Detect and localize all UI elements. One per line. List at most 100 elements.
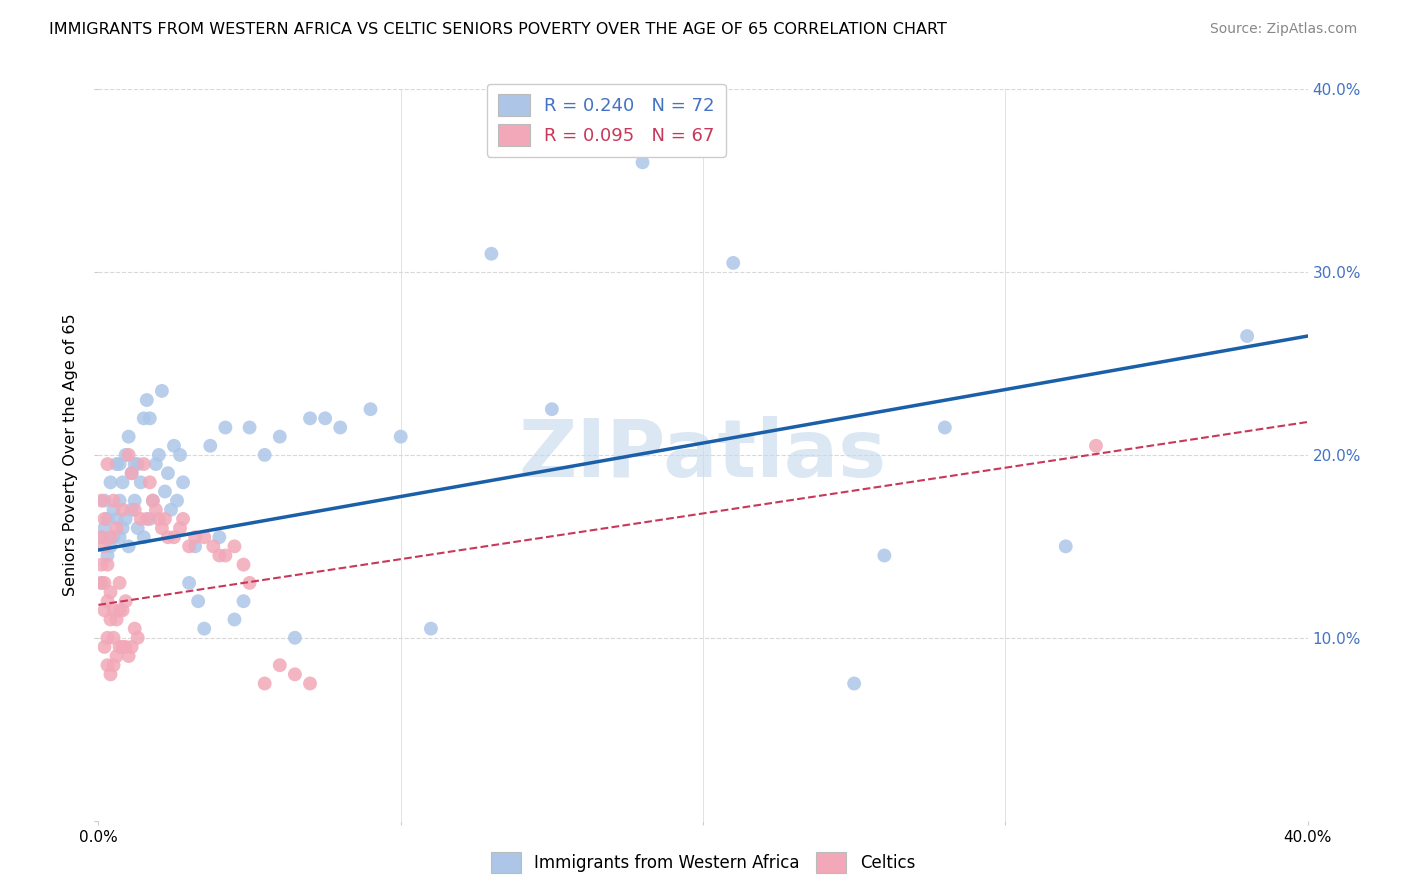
Point — [631, 155, 654, 169]
Point — [193, 622, 215, 636]
Point — [253, 676, 276, 690]
Point — [129, 475, 152, 490]
Point — [540, 402, 562, 417]
Point — [108, 576, 131, 591]
Point — [127, 521, 149, 535]
Point — [873, 549, 896, 563]
Point — [202, 539, 225, 553]
Text: ZIPatlas: ZIPatlas — [519, 416, 887, 494]
Text: Source: ZipAtlas.com: Source: ZipAtlas.com — [1209, 22, 1357, 37]
Point — [156, 530, 179, 544]
Point — [163, 439, 186, 453]
Point — [253, 448, 276, 462]
Point — [224, 539, 246, 553]
Point — [103, 503, 125, 517]
Point — [132, 530, 155, 544]
Point — [132, 457, 155, 471]
Point — [111, 475, 134, 490]
Point — [127, 457, 149, 471]
Legend: R = 0.240   N = 72, R = 0.095   N = 67: R = 0.240 N = 72, R = 0.095 N = 67 — [486, 84, 725, 156]
Point — [232, 558, 254, 572]
Y-axis label: Seniors Poverty Over the Age of 65: Seniors Poverty Over the Age of 65 — [63, 314, 79, 596]
Point — [111, 521, 134, 535]
Point — [105, 521, 128, 535]
Point — [100, 530, 122, 544]
Point — [284, 631, 307, 645]
Point — [139, 411, 162, 425]
Point — [111, 603, 134, 617]
Point — [145, 503, 167, 517]
Point — [169, 448, 191, 462]
Point — [166, 493, 188, 508]
Point — [124, 493, 146, 508]
Point — [100, 475, 122, 490]
Point — [129, 512, 152, 526]
Point — [114, 640, 136, 654]
Point — [150, 521, 173, 535]
Point — [153, 512, 176, 526]
Point — [284, 667, 307, 681]
Point — [103, 658, 125, 673]
Point — [132, 411, 155, 425]
Point — [389, 430, 412, 444]
Point — [208, 530, 231, 544]
Point — [239, 420, 262, 434]
Point — [135, 392, 157, 407]
Point — [93, 512, 115, 526]
Legend: Immigrants from Western Africa, Celtics: Immigrants from Western Africa, Celtics — [484, 846, 922, 880]
Point — [103, 493, 125, 508]
Point — [224, 613, 246, 627]
Point — [96, 594, 118, 608]
Point — [90, 576, 112, 591]
Point — [420, 622, 443, 636]
Point — [121, 466, 143, 480]
Point — [124, 622, 146, 636]
Point — [108, 457, 131, 471]
Point — [118, 430, 141, 444]
Point — [184, 530, 207, 544]
Point — [214, 549, 236, 563]
Point — [124, 457, 146, 471]
Point — [114, 594, 136, 608]
Point — [100, 667, 122, 681]
Point — [121, 640, 143, 654]
Point — [139, 475, 162, 490]
Point — [93, 521, 115, 535]
Point — [299, 676, 322, 690]
Point — [160, 503, 183, 517]
Point — [93, 603, 115, 617]
Point — [1054, 539, 1077, 553]
Point — [108, 530, 131, 544]
Point — [127, 631, 149, 645]
Point — [179, 539, 201, 553]
Point — [184, 539, 207, 553]
Point — [90, 530, 112, 544]
Point — [111, 503, 134, 517]
Point — [121, 466, 143, 480]
Point — [118, 448, 141, 462]
Point — [214, 420, 236, 434]
Point — [179, 576, 201, 591]
Point — [103, 631, 125, 645]
Point — [118, 649, 141, 664]
Point — [208, 549, 231, 563]
Point — [108, 493, 131, 508]
Point — [103, 530, 125, 544]
Point — [96, 658, 118, 673]
Point — [169, 521, 191, 535]
Point — [100, 539, 122, 553]
Point — [723, 256, 745, 270]
Point — [148, 512, 170, 526]
Point — [93, 576, 115, 591]
Point — [844, 676, 866, 690]
Point — [90, 576, 112, 591]
Point — [103, 603, 125, 617]
Point — [172, 475, 194, 490]
Point — [93, 640, 115, 654]
Point — [269, 430, 291, 444]
Point — [105, 649, 128, 664]
Point — [90, 558, 112, 572]
Text: IMMIGRANTS FROM WESTERN AFRICA VS CELTIC SENIORS POVERTY OVER THE AGE OF 65 CORR: IMMIGRANTS FROM WESTERN AFRICA VS CELTIC… — [49, 22, 948, 37]
Point — [124, 503, 146, 517]
Point — [96, 512, 118, 526]
